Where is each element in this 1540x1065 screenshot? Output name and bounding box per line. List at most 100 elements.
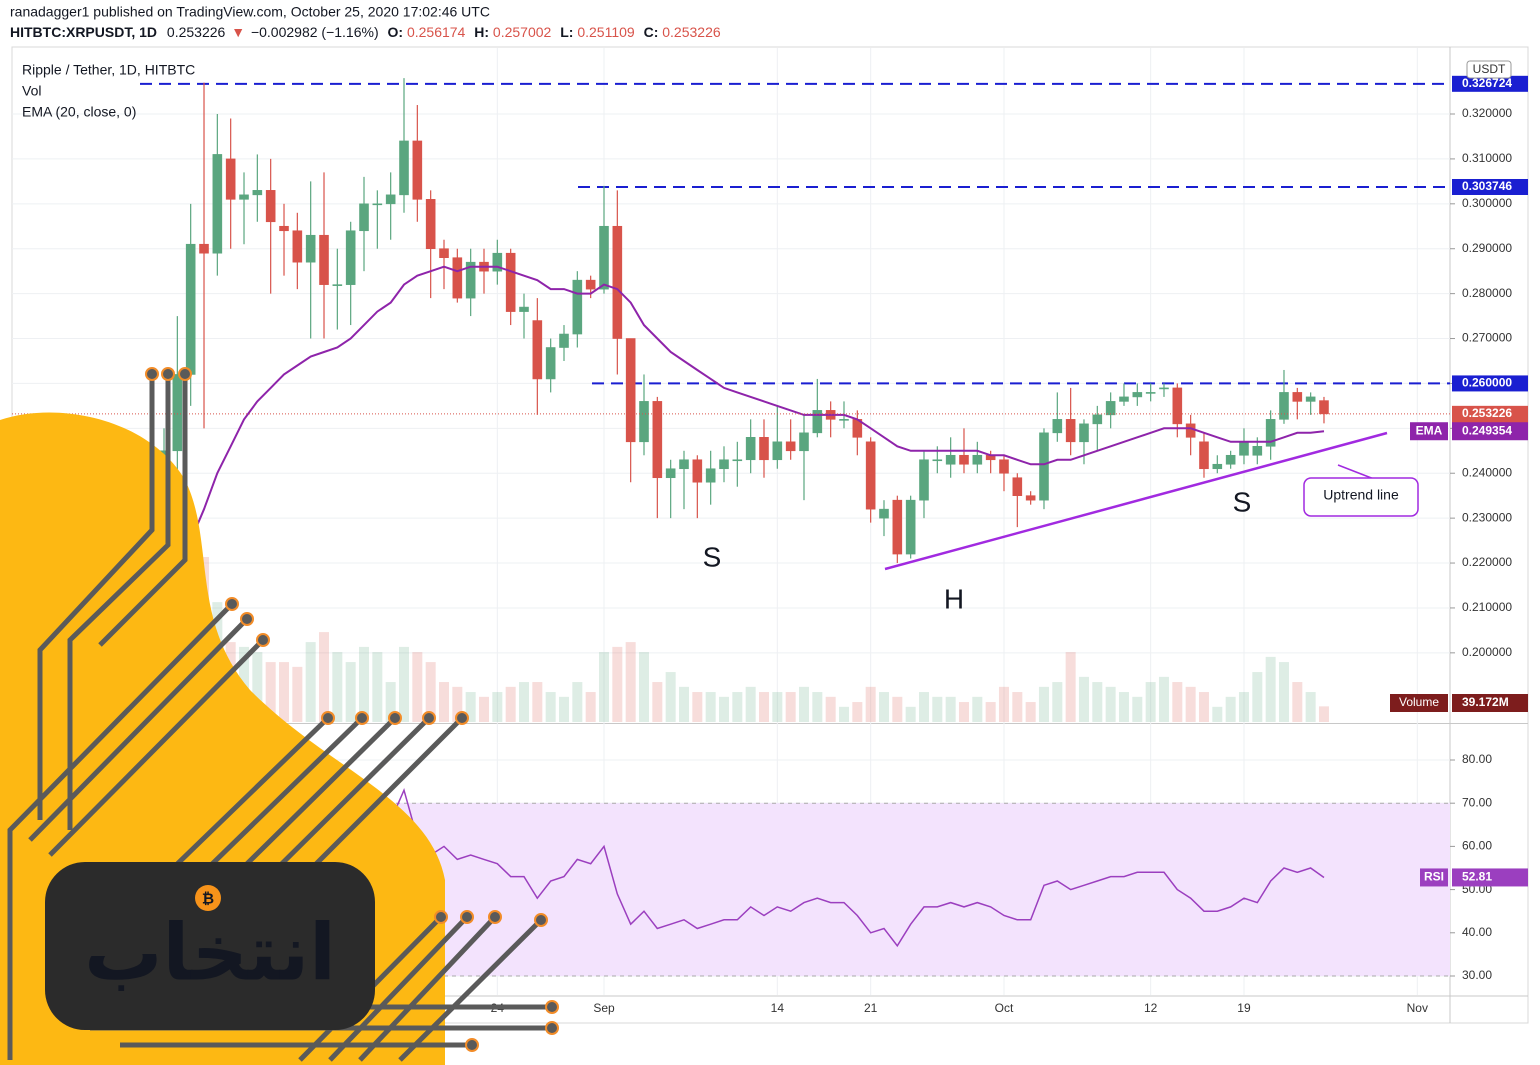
level-label-bg xyxy=(1452,178,1528,195)
candle-body xyxy=(1025,495,1036,501)
volume-bar xyxy=(1092,682,1103,722)
candle-body xyxy=(1225,454,1236,465)
volume-bar xyxy=(758,692,769,722)
volume-bar xyxy=(252,652,263,722)
candle-body xyxy=(1292,392,1303,402)
candle-body xyxy=(745,437,756,461)
symbol: HITBTC:XRPUSDT, 1D xyxy=(10,24,157,40)
x-tick-label: Oct xyxy=(995,1001,1014,1015)
x-tick-label: 21 xyxy=(864,1001,878,1015)
candle-body xyxy=(492,252,503,272)
volume-bar xyxy=(958,702,969,722)
volume-bar xyxy=(1118,692,1129,722)
x-tick-label: 19 xyxy=(1237,1001,1251,1015)
volume-bar xyxy=(305,642,316,722)
volume-bar xyxy=(665,672,676,722)
candle-body xyxy=(1305,396,1316,402)
candle-body xyxy=(1185,423,1196,438)
open: 0.256174 xyxy=(407,24,466,40)
pattern-label: S xyxy=(1233,486,1252,517)
candle-body xyxy=(279,225,289,232)
volume-bar xyxy=(1158,676,1169,722)
candle-body xyxy=(865,441,876,510)
volume-bar xyxy=(1225,696,1236,722)
candle-body xyxy=(1212,463,1223,470)
volume-bar xyxy=(452,686,463,722)
pattern-label: S xyxy=(703,541,722,572)
volume-bar xyxy=(732,692,743,722)
candle-body xyxy=(572,279,583,335)
rsi-tick-label: 40.00 xyxy=(1462,925,1492,939)
y-tick-label: 0.310000 xyxy=(1462,151,1512,165)
x-tick-label: Nov xyxy=(1407,1001,1428,1015)
candle-body xyxy=(345,230,356,285)
candle-body xyxy=(559,333,569,348)
y-tick-label: 0.320000 xyxy=(1462,106,1512,120)
candle-body xyxy=(385,194,396,205)
candle-body xyxy=(305,234,316,263)
volume-bar xyxy=(359,646,370,722)
axes: 0.200000 0.210000 0.220000 0.230000 0.240000… xyxy=(491,60,1528,1015)
volume-bar xyxy=(785,692,796,722)
volume-bar xyxy=(865,686,876,722)
candle-body xyxy=(412,140,423,200)
volume-value-bg xyxy=(1452,694,1528,712)
volume-bar xyxy=(599,652,609,722)
volume-bar xyxy=(319,632,330,722)
candle-body xyxy=(1079,423,1089,443)
candle-body xyxy=(1119,396,1129,402)
volume-bar xyxy=(692,692,703,722)
candle-body xyxy=(1012,477,1023,496)
candle-body xyxy=(932,459,943,462)
volume-bar xyxy=(559,696,570,722)
volume-bar xyxy=(532,682,543,722)
candle-body xyxy=(252,190,263,196)
candle-body xyxy=(919,459,929,501)
trend-line xyxy=(884,431,1388,571)
volume-bar xyxy=(465,692,476,722)
ema-value: 0.249354 xyxy=(1462,423,1512,437)
rsi-tick-label: 70.00 xyxy=(1462,795,1492,809)
ema-value-bg xyxy=(1452,422,1528,441)
x-tick-label: 12 xyxy=(1144,1001,1158,1015)
volume-bar xyxy=(1292,682,1303,722)
volume-bar xyxy=(412,652,423,722)
candle-body xyxy=(532,320,543,380)
arrow: ▼ xyxy=(231,24,245,40)
volume-bar xyxy=(825,696,836,722)
volume-bar xyxy=(1052,682,1063,722)
level-label-bg xyxy=(1452,75,1528,92)
candle-body xyxy=(1039,432,1049,501)
volume-bar xyxy=(1078,676,1089,722)
legend-ema: EMA (20, close, 0) xyxy=(22,104,136,120)
candle-body xyxy=(265,190,276,223)
annotations: Uptrend line S H S xyxy=(703,431,1419,614)
candle-body xyxy=(772,441,783,461)
volume-bar xyxy=(1172,682,1183,722)
legend: Ripple / Tether, 1D, HITBTC Vol EMA (20,… xyxy=(22,62,195,120)
volume-bar xyxy=(385,682,396,722)
volume-bar xyxy=(625,642,636,722)
candle-body xyxy=(319,234,329,285)
volume-bar xyxy=(798,686,809,722)
volume-bar xyxy=(985,702,996,722)
volume-bar xyxy=(972,696,983,722)
y-tick-label: 0.230000 xyxy=(1462,510,1512,524)
bitcoin-icon xyxy=(195,885,221,911)
candle-body xyxy=(799,432,809,452)
callout-box xyxy=(1303,477,1419,517)
rsi-tick-label: 30.00 xyxy=(1462,968,1492,982)
volume-bar xyxy=(425,662,436,722)
high: 0.257002 xyxy=(493,24,552,40)
volume-bar xyxy=(838,706,849,722)
candle-body xyxy=(585,279,596,290)
candle-body xyxy=(1065,419,1076,443)
volume-bar xyxy=(1105,686,1116,722)
chart-title: Ripple / Tether, 1D, HITBTC xyxy=(22,62,195,78)
volume-bar xyxy=(585,692,596,722)
candle-body xyxy=(332,284,343,286)
candle-body xyxy=(399,140,409,196)
candle-body xyxy=(652,401,663,479)
volume-bar xyxy=(852,702,863,722)
